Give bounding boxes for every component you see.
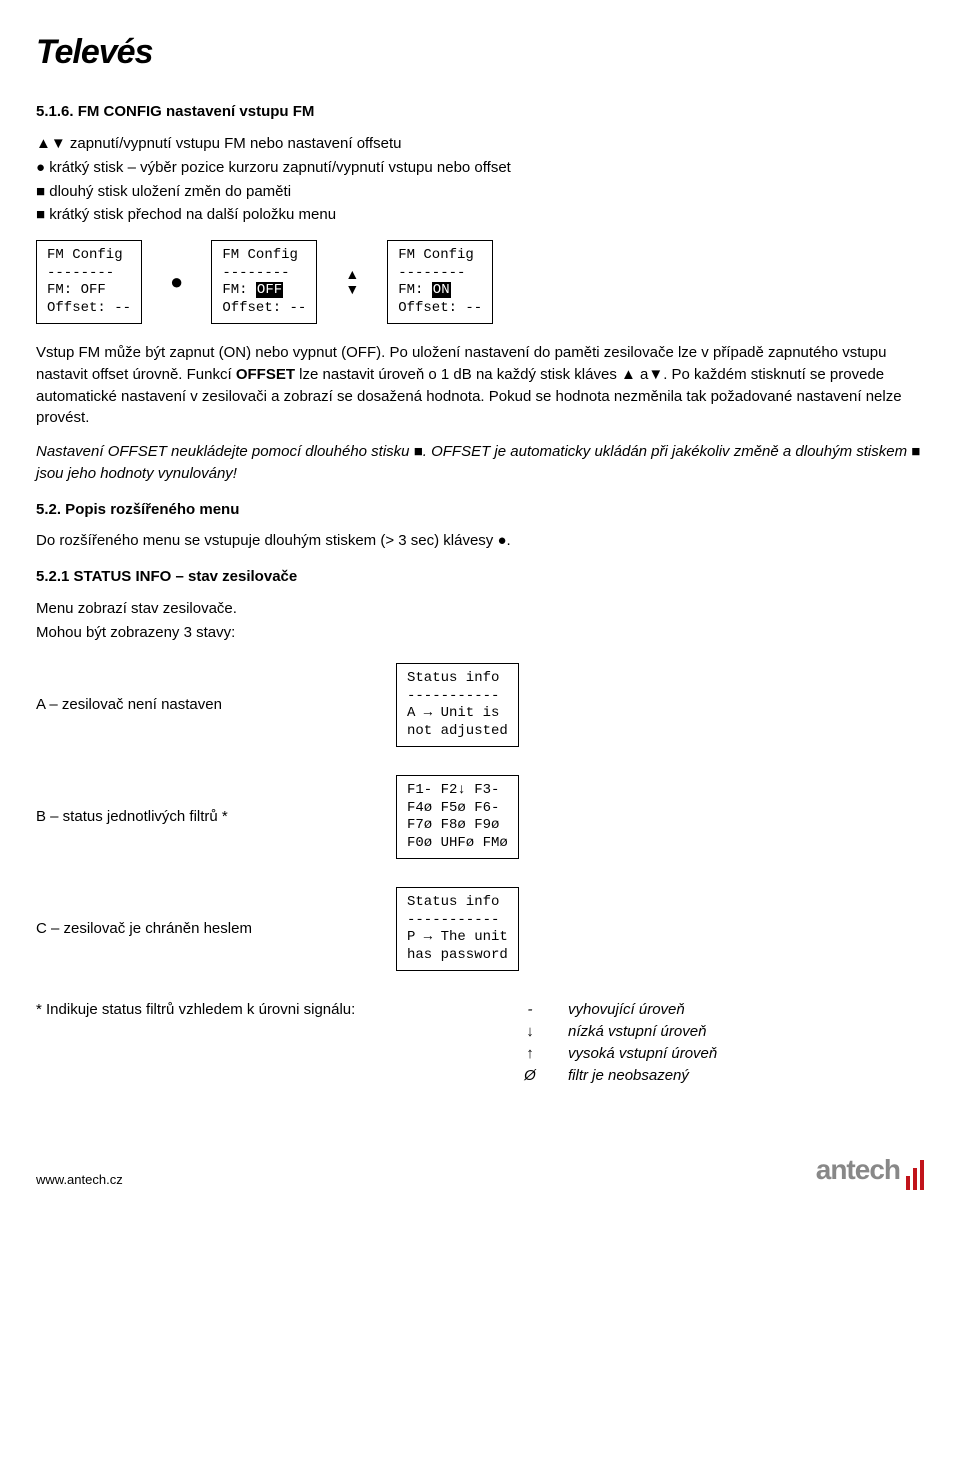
legend-sym: - — [516, 999, 544, 1021]
lcd-line: Offset: -- — [398, 300, 482, 316]
lcd-line: F4ø F5ø F6- — [407, 800, 499, 816]
lcd-line: not adjusted — [407, 723, 508, 739]
legend-sym: ↓ — [516, 1021, 544, 1043]
bullet-item: ■ dlouhý stisk uložení změn do paměti — [36, 181, 924, 203]
lcd-line: F0ø UHFø FMø — [407, 835, 508, 851]
lcd-line: A → Unit is — [407, 705, 499, 721]
lcd-line: Offset: -- — [222, 300, 306, 316]
lcd-line: FM Config — [398, 247, 474, 263]
paragraph: Do rozšířeného menu se vstupuje dlouhým … — [36, 530, 924, 552]
status-row-c: C – zesilovač je chráněn heslem Status i… — [36, 887, 924, 971]
heading-516: 5.1.6. FM CONFIG nastavení vstupu FM — [36, 101, 924, 123]
lcd-panel-2: FM Config -------- FM: OFF Offset: -- — [211, 240, 317, 324]
lcd-line: ----------- — [407, 688, 499, 704]
lcd-line: FM Config — [47, 247, 123, 263]
legend-table: - vyhovující úroveň ↓ nízká vstupní úroveň… — [516, 999, 717, 1086]
lcd-line: -------- — [47, 265, 114, 281]
status-label: B – status jednotlivých filtrů * — [36, 806, 336, 828]
legend-block: * Indikuje status filtrů vzhledem k úrov… — [36, 999, 924, 1086]
lcd-line: has password — [407, 947, 508, 963]
lcd-line: FM: — [398, 282, 432, 298]
dot-icon: ● — [170, 271, 183, 293]
lcd-highlight: ON — [432, 282, 451, 298]
heading-52: 5.2. Popis rozšířeného menu — [36, 499, 924, 521]
page-footer: www.antech.cz antech — [36, 1150, 924, 1191]
lcd-line: -------- — [398, 265, 465, 281]
lcd-line: F1- F2↓ F3- — [407, 782, 499, 798]
bullet-list-516: ▲▼ zapnutí/vypnutí vstupu FM nebo nastav… — [36, 133, 924, 226]
legend-txt: nízká vstupní úroveň — [568, 1021, 706, 1043]
lcd-line: FM Config — [222, 247, 298, 263]
bullet-item: ● krátký stisk – výběr pozice kurzoru za… — [36, 157, 924, 179]
antech-logo: antech — [816, 1150, 924, 1191]
legend-sym: Ø — [516, 1065, 544, 1087]
lcd-line: Offset: -- — [47, 300, 131, 316]
heading-521: 5.2.1 STATUS INFO – stav zesilovače — [36, 566, 924, 588]
lcd-line: FM: — [222, 282, 256, 298]
lcd-line: FM: OFF — [47, 282, 106, 298]
lcd-row-516: FM Config -------- FM: OFF Offset: -- ● … — [36, 240, 924, 324]
updown-icon: ▲▼ — [345, 267, 359, 298]
antech-bars-icon — [906, 1160, 924, 1190]
paragraph: Vstup FM může být zapnut (ON) nebo vypnu… — [36, 342, 924, 429]
lcd-line: ----------- — [407, 912, 499, 928]
legend-txt: vyhovující úroveň — [568, 999, 685, 1021]
text-bold: OFFSET — [236, 366, 295, 383]
legend-sym: ↑ — [516, 1043, 544, 1065]
footer-url: www.antech.cz — [36, 1171, 123, 1190]
lcd-line: Status info — [407, 894, 499, 910]
status-label: C – zesilovač je chráněn heslem — [36, 918, 336, 940]
lcd-panel-c: Status info ----------- P → The unit has… — [396, 887, 519, 971]
legend-txt: filtr je neobsazený — [568, 1065, 689, 1087]
status-row-a: A – zesilovač není nastaven Status info … — [36, 663, 924, 747]
lcd-highlight: OFF — [256, 282, 283, 298]
bullet-item: ▲▼ zapnutí/vypnutí vstupu FM nebo nastav… — [36, 133, 924, 155]
legend-intro: * Indikuje status filtrů vzhledem k úrov… — [36, 999, 456, 1021]
paragraph-italic: Nastavení OFFSET neukládejte pomocí dlou… — [36, 441, 924, 485]
status-row-b: B – status jednotlivých filtrů * F1- F2↓… — [36, 775, 924, 859]
lcd-panel-a: Status info ----------- A → Unit is not … — [396, 663, 519, 747]
lcd-panel-b: F1- F2↓ F3- F4ø F5ø F6- F7ø F8ø F9ø F0ø … — [396, 775, 519, 859]
lcd-line: P → The unit — [407, 929, 508, 945]
lcd-line: -------- — [222, 265, 289, 281]
lcd-panel-1: FM Config -------- FM: OFF Offset: -- — [36, 240, 142, 324]
antech-word: antech — [816, 1150, 900, 1191]
brand-logo: Televés — [36, 28, 924, 77]
paragraph: Mohou být zobrazeny 3 stavy: — [36, 622, 924, 644]
lcd-line: F7ø F8ø F9ø — [407, 817, 499, 833]
status-label: A – zesilovač není nastaven — [36, 694, 336, 716]
lcd-line: Status info — [407, 670, 499, 686]
lcd-panel-3: FM Config -------- FM: ON Offset: -- — [387, 240, 493, 324]
bullet-item: ■ krátký stisk přechod na další položku … — [36, 204, 924, 226]
paragraph: Menu zobrazí stav zesilovače. — [36, 598, 924, 620]
legend-txt: vysoká vstupní úroveň — [568, 1043, 717, 1065]
